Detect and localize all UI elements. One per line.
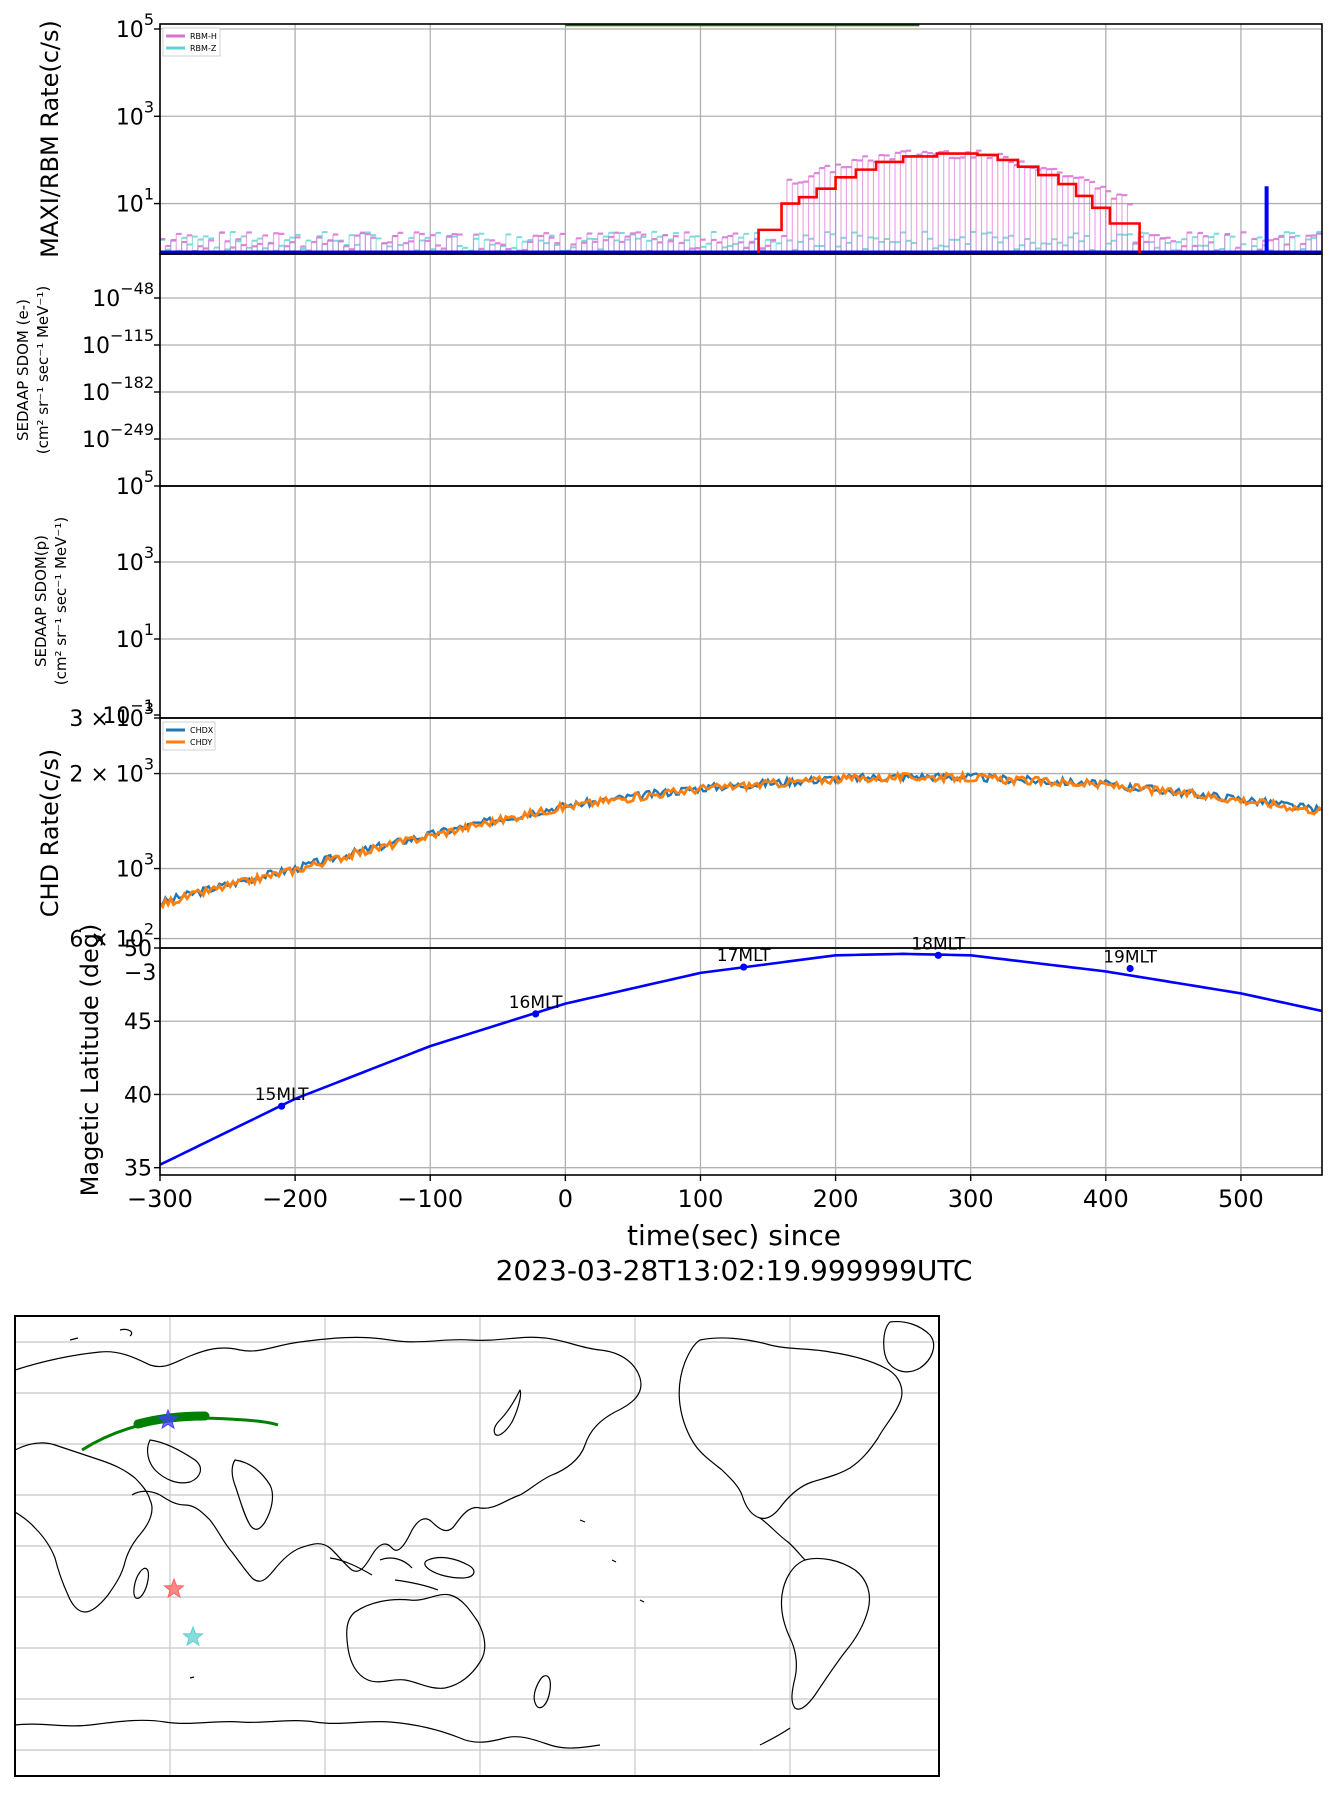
sdom-p-ytick-1: 103 — [116, 543, 154, 576]
south-america-coast — [780, 1557, 871, 1710]
japan-coast — [493, 1389, 522, 1436]
greenland-coast — [883, 1320, 935, 1373]
sdom-e-ytick-2: 10−182 — [82, 373, 154, 406]
chd-ytick-2: 103 — [116, 850, 154, 883]
madagascar-coast — [133, 1567, 150, 1599]
maglat-ytick-2: 45 — [124, 1010, 152, 1035]
mlt-label-0: 15MLT — [255, 1085, 309, 1105]
xtick-label-4: 100 — [678, 1185, 724, 1213]
rbm-ytick-2: 105 — [116, 10, 154, 43]
mlt-point-2 — [740, 963, 748, 971]
new-guinea-coast — [424, 1556, 475, 1579]
rbm-ytick-1: 103 — [116, 97, 154, 130]
maglat-ytick-3: 50 — [124, 937, 152, 962]
rbm-rate-ylabel: MAXI/RBM Rate(c/s) — [36, 20, 64, 258]
sdom-e-ytick-1: 10−115 — [82, 326, 154, 359]
xlabel-line-1: time(sec) since — [627, 1219, 841, 1252]
rbm-rate-panel: 101 103 105 MAXI/RBM Rate(c/s) RBM-H RBM-Z — [36, 10, 1323, 258]
sdom-electron-ylabel-1: SEDAAP SDOM (e-) — [14, 299, 32, 441]
sdom-proton-frame — [159, 485, 1323, 719]
xtick-label-5: 200 — [813, 1185, 859, 1213]
new-zealand-coast — [533, 1675, 551, 1709]
sdom-p-ytick-2: 101 — [116, 620, 154, 653]
mlt-point-0 — [278, 1102, 286, 1110]
chd-ytick-1: 2 × 103 — [69, 755, 154, 788]
xtick-label-2: −100 — [397, 1185, 463, 1213]
magnetic-latitude-curve — [160, 952, 1322, 1166]
eurasia-coast — [15, 1336, 642, 1582]
north-america-coast — [678, 1337, 903, 1520]
antarctica-coast — [15, 1719, 601, 1749]
chd-legend: CHDX CHDY — [162, 721, 216, 751]
small-islands — [69, 1328, 645, 1679]
mlt-point-4 — [1126, 964, 1134, 973]
india-coast — [231, 1459, 274, 1530]
sdom-e-ytick-0: 10−48 — [92, 279, 154, 312]
xtick-label-1: −200 — [262, 1185, 328, 1213]
australia-coast — [346, 1593, 486, 1689]
magnetic-latitude-panel: 15MLT 16MLT 17MLT 18MLT 19MLT 35 40 45 50 −300 −… — [76, 924, 1323, 1287]
antarctic-peninsula-coast — [759, 1727, 791, 1746]
red-star — [163, 1577, 185, 1599]
xtick-label-0: −300 — [127, 1185, 193, 1213]
chd-rate-ylabel: CHD Rate(c/s) — [36, 749, 64, 917]
africa-coast — [15, 1442, 153, 1613]
rbm-legend: RBM-H RBM-Z — [162, 27, 221, 57]
central-america-coast — [759, 1517, 806, 1561]
chd-rate-frame — [159, 717, 1323, 949]
cyan-star — [182, 1625, 204, 1647]
legend-chdx: CHDX — [190, 726, 214, 735]
legend-rbm-z: RBM-Z — [190, 44, 217, 53]
maglat-ytick-1: 40 — [124, 1083, 152, 1108]
mlt-point-3 — [934, 951, 942, 959]
rbm-step-curve — [757, 152, 1141, 254]
sdom-electron-ylabel-2: (cm² sr⁻¹ sec⁻¹ MeV⁻¹) — [34, 286, 52, 454]
xtick-label-6: 300 — [948, 1185, 994, 1213]
arabia-coast — [146, 1439, 202, 1484]
rbm-rate-frame — [159, 23, 1323, 255]
legend-rbm-h: RBM-H — [190, 32, 217, 41]
coastlines — [15, 1320, 935, 1749]
magnetic-latitude-ylabel: Magetic Latitude (deg) — [76, 924, 104, 1197]
maglat-ytick-0: 35 — [124, 1157, 152, 1182]
overlap-tick-label: −3 — [124, 961, 156, 986]
legend-chdy: CHDY — [190, 738, 212, 747]
map-frame — [14, 1315, 940, 1777]
mlt-point-1 — [532, 1010, 540, 1018]
xtick-label-3: 0 — [558, 1185, 573, 1213]
sdom-p-ytick-0: 105 — [116, 467, 154, 500]
mlt-label-2: 17MLT — [717, 946, 771, 966]
sdom-electron-panel: 10−48 10−115 10−182 10−249 SEDAAP SDOM (e-)… — [14, 253, 1323, 487]
sdom-e-ytick-3: 10−249 — [82, 420, 154, 453]
blue-star — [157, 1408, 179, 1430]
sdom-electron-frame — [159, 253, 1323, 487]
magnetic-latitude-frame — [159, 947, 1323, 1176]
indonesia-coast — [329, 1557, 439, 1591]
mlt-label-1: 16MLT — [509, 993, 563, 1013]
xlabel-line-2: 2023-03-28T13:02:19.999999UTC — [496, 1254, 973, 1287]
mlt-label-4: 19MLT — [1103, 948, 1157, 968]
chd-series-chdy — [160, 769, 1322, 910]
chd-series-chdx — [160, 771, 1322, 906]
mlt-label-3: 18MLT — [911, 934, 965, 954]
xtick-label-7: 400 — [1083, 1185, 1129, 1213]
rbm-ytick-0: 101 — [116, 185, 154, 218]
xtick-label-8: 500 — [1218, 1185, 1264, 1213]
world-map — [14, 1315, 940, 1777]
sdom-proton-ylabel-2: (cm² sr⁻¹ sec⁻¹ MeV⁻¹) — [52, 517, 70, 685]
sdom-proton-ylabel-1: SEDAAP SDOM(p) — [32, 535, 50, 667]
